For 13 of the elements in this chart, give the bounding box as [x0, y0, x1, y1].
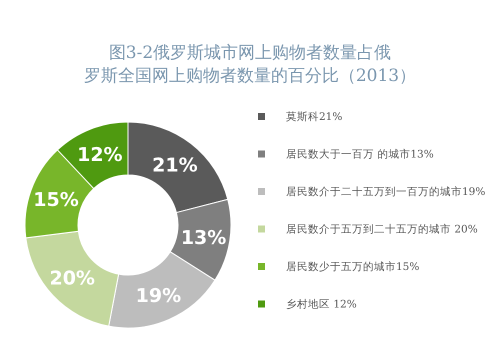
data-label: 19% [136, 285, 182, 308]
legend-label: 莫斯科21% [286, 110, 342, 123]
title: 图3-2俄罗斯城市网上购物者数量占俄罗斯全国网上购物者数量的百分比（2013） [84, 43, 416, 86]
legend-label: 居民数介于五万到二十五万的城市 20% [286, 222, 478, 236]
legend-label: 乡村地区 12% [286, 298, 357, 310]
data-label: 15% [33, 189, 79, 212]
legend-label: 居民数介于二十五万到一百万的城市19% [286, 185, 486, 198]
data-label: 12% [77, 144, 123, 166]
legend-label: 居民数少于五万的城市15% [286, 260, 420, 273]
data-label: 21% [152, 154, 198, 177]
legend-label: 居民数大于一百万 的城市13% [286, 148, 434, 160]
data-label: 20% [49, 267, 95, 290]
data-label: 13% [180, 226, 226, 249]
